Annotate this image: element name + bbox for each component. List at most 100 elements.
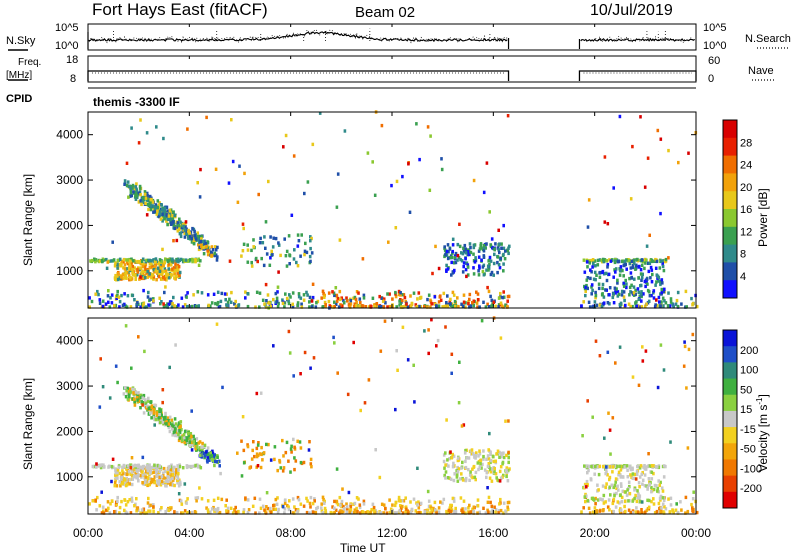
heatmap-cell: [448, 457, 451, 461]
heatmap-cell: [371, 296, 375, 300]
heatmap-cell: [449, 297, 452, 302]
heatmap-cell: [357, 497, 360, 501]
heatmap-cell: [269, 510, 273, 514]
heatmap-cell: [662, 498, 666, 502]
heatmap-cell: [159, 217, 163, 221]
heatmap-cell: [482, 249, 486, 253]
heatmap-cell: [423, 510, 427, 514]
heatmap-cell: [486, 464, 490, 469]
heatmap-cell: [458, 222, 461, 226]
heatmap-cell: [428, 188, 432, 192]
heatmap-cell: [137, 191, 141, 195]
colorbar-swatch: [723, 173, 737, 192]
heatmap-cell: [150, 416, 153, 420]
heatmap-cell: [595, 273, 598, 277]
heatmap-cell: [276, 496, 279, 500]
heatmap-cell: [167, 467, 170, 471]
heatmap-cell: [308, 295, 312, 300]
heatmap-cell: [259, 236, 262, 241]
heatmap-cell: [640, 290, 643, 294]
heatmap-cell: [134, 471, 137, 475]
heatmap-cell: [650, 499, 653, 504]
ytick-label: 4000: [56, 334, 83, 348]
heatmap-cell: [215, 460, 219, 464]
heatmap-cell: [474, 256, 477, 260]
heatmap-cell: [635, 472, 639, 477]
heatmap-cell: [398, 509, 401, 513]
heatmap-cell: [645, 258, 648, 262]
heatmap-cell: [429, 305, 432, 309]
heatmap-cell: [166, 209, 170, 213]
heatmap-cell: [170, 423, 174, 427]
heatmap-cell: [640, 511, 644, 515]
heatmap-cell: [634, 292, 637, 297]
heatmap-cell: [635, 506, 638, 510]
heatmap-cell: [482, 243, 486, 248]
heatmap-cell: [143, 511, 146, 515]
heatmap-cell: [487, 457, 491, 461]
heatmap-cell: [613, 286, 617, 290]
heatmap-cell: [655, 465, 659, 469]
heatmap-cell: [167, 508, 171, 513]
heatmap-cell: [264, 220, 268, 224]
heatmap-cell: [216, 300, 220, 305]
heatmap-cell: [237, 509, 240, 514]
heatmap-cell: [611, 470, 614, 474]
heatmap-cell: [153, 264, 157, 268]
heatmap-cell: [147, 207, 150, 212]
heatmap-cell: [124, 271, 127, 275]
heatmap-cell: [446, 458, 449, 462]
station-title: Fort Hays East (fitACF): [92, 0, 268, 19]
heatmap-cell: [323, 506, 327, 511]
heatmap-cell: [196, 496, 200, 500]
heatmap-cell: [143, 190, 147, 194]
heatmap-cell: [172, 210, 175, 214]
heatmap-cell: [303, 350, 307, 355]
heatmap-cell: [139, 473, 142, 478]
heatmap-cell: [638, 499, 642, 504]
heatmap-cell: [146, 469, 150, 473]
heatmap-cell: [641, 272, 644, 276]
heatmap-cell: [477, 269, 480, 273]
heatmap-cell: [121, 303, 125, 307]
heatmap-cell: [339, 503, 342, 508]
heatmap-cell: [154, 417, 158, 422]
heatmap-cell: [449, 450, 452, 454]
heatmap-cell: [309, 462, 313, 466]
heatmap-cell: [176, 221, 180, 225]
heatmap-cell: [271, 245, 275, 249]
heatmap-cell: [188, 231, 191, 235]
heatmap-cell: [456, 456, 460, 460]
heatmap-cell: [647, 477, 651, 481]
heatmap-cell: [492, 273, 495, 277]
heatmap-cell: [437, 304, 441, 308]
heatmap-cell: [634, 477, 638, 481]
heatmap-cell: [308, 300, 311, 304]
heatmap-cell: [485, 471, 489, 475]
heatmap-cell: [202, 252, 206, 256]
heatmap-cell: [366, 151, 370, 155]
heatmap-cell: [149, 400, 152, 405]
heatmap-cell: [431, 271, 434, 276]
heatmap-cell: [633, 277, 636, 281]
heatmap-cell: [488, 476, 492, 480]
heatmap-cell: [629, 510, 632, 515]
heatmap-cell: [126, 481, 129, 485]
heatmap-cell: [309, 239, 312, 243]
heatmap-cell: [237, 303, 241, 307]
colorbar-tick-label: -50: [740, 444, 756, 456]
heatmap-cell: [631, 375, 635, 379]
heatmap-cell: [166, 259, 170, 264]
heatmap-cell: [293, 445, 296, 449]
heatmap-cell: [448, 256, 451, 260]
heatmap-cell: [335, 293, 339, 298]
heatmap-cell: [308, 305, 311, 309]
heatmap-cell: [136, 267, 139, 272]
heatmap-cell: [372, 505, 376, 510]
heatmap-cell: [173, 426, 177, 431]
heatmap-cell: [125, 183, 129, 188]
heatmap-cell: [272, 507, 275, 511]
heatmap-cell: [166, 217, 170, 221]
heatmap-cell: [474, 456, 477, 460]
heatmap-cell: [628, 285, 632, 290]
